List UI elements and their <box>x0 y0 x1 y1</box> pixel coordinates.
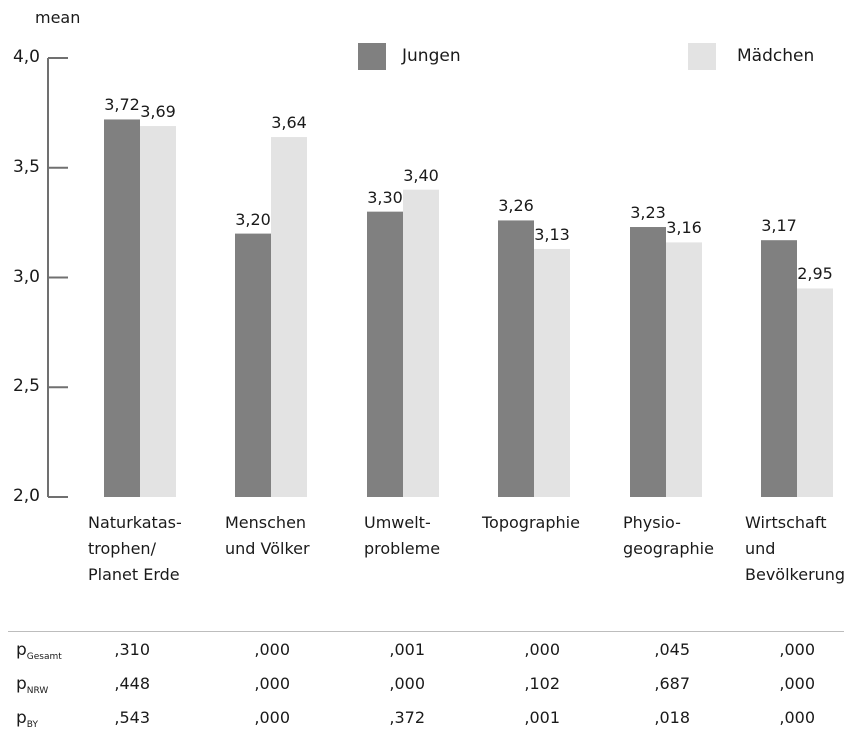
data-label: 3,23 <box>630 203 666 222</box>
bar-maedchen <box>271 137 307 497</box>
bar-jungen <box>630 227 666 497</box>
bar-jungen <box>367 211 403 497</box>
p-value-cell: ,001 <box>389 640 425 659</box>
bar-maedchen <box>140 126 176 498</box>
p-value-cell: ,045 <box>654 640 690 659</box>
bar-jungen <box>761 240 797 497</box>
p-value-cell: ,000 <box>524 640 560 659</box>
y-axis-title: mean <box>35 8 81 27</box>
p-row-label: pNRW <box>16 674 49 696</box>
p-value-cell: ,372 <box>389 708 425 727</box>
data-label: 3,13 <box>534 224 570 244</box>
data-label: 3,26 <box>498 196 534 216</box>
data-label: 2,95 <box>797 264 833 284</box>
bar-jungen <box>235 233 271 497</box>
p-row: pGesamt ,310 ,000 ,001 ,000 ,045 ,000 <box>0 640 848 670</box>
p-value-cell: ,000 <box>254 674 290 693</box>
p-value-cell: ,000 <box>779 640 815 659</box>
x-category-label: Wirtschaft und Bevölkerung <box>745 513 846 584</box>
bar-jungen <box>104 119 140 498</box>
data-label: 3,16 <box>666 218 702 238</box>
p-value-cell: ,000 <box>779 708 815 727</box>
y-tick-label: 2,5 <box>12 376 40 397</box>
p-value-cell: ,000 <box>254 640 290 659</box>
x-category-label: Umwelt- probleme <box>364 513 441 558</box>
data-label: 3,64 <box>271 113 307 133</box>
p-row-label: pGesamt <box>16 640 62 662</box>
bar-jungen <box>498 220 534 497</box>
bar-maedchen <box>666 242 702 497</box>
x-category-label: Physio- geographie <box>623 513 714 558</box>
table-separator <box>8 631 844 632</box>
bar-maedchen <box>797 288 833 497</box>
bar-maedchen <box>403 189 439 497</box>
legend-label-maedchen: Mädchen <box>737 46 815 66</box>
legend-label-jungen: Jungen <box>402 46 461 66</box>
p-value-cell: ,448 <box>114 674 150 693</box>
p-row: pNRW ,448 ,000 ,000 ,102 ,687 ,000 <box>0 674 848 704</box>
p-value-cell: ,000 <box>254 708 290 727</box>
p-value-cell: ,000 <box>389 674 425 693</box>
x-category-label: Topographie <box>482 513 580 532</box>
p-value-cell: ,310 <box>114 640 150 659</box>
p-value-cell: ,001 <box>524 708 560 727</box>
data-label: 3,69 <box>140 102 176 122</box>
legend-swatch-maedchen <box>688 43 716 70</box>
p-value-cell: ,102 <box>524 674 560 693</box>
p-value-cell: ,018 <box>654 708 690 727</box>
x-category-label: Menschen und Völker <box>225 513 310 558</box>
p-value-cell: ,543 <box>114 708 150 727</box>
y-tick-label: 3,5 <box>12 156 40 177</box>
data-label: 3,20 <box>235 209 271 229</box>
p-row: pBY ,543 ,000 ,372 ,001 ,018 ,000 <box>0 708 848 738</box>
data-label: 3,30 <box>367 187 403 207</box>
data-label: 3,17 <box>761 216 797 236</box>
p-row-label: pBY <box>16 708 38 730</box>
data-label: 3,72 <box>104 95 140 115</box>
p-value-cell: ,000 <box>779 674 815 693</box>
y-tick-label: 4,0 <box>12 47 40 67</box>
legend-swatch-jungen <box>358 43 386 70</box>
y-tick-label: 2,0 <box>12 486 40 506</box>
data-label: 3,40 <box>403 165 439 185</box>
p-value-cell: ,687 <box>654 674 690 693</box>
y-tick-label: 3,0 <box>12 266 40 287</box>
x-category-label: Naturkatas- trophen/ Planet Erde <box>88 513 182 584</box>
bar-maedchen <box>534 248 570 497</box>
